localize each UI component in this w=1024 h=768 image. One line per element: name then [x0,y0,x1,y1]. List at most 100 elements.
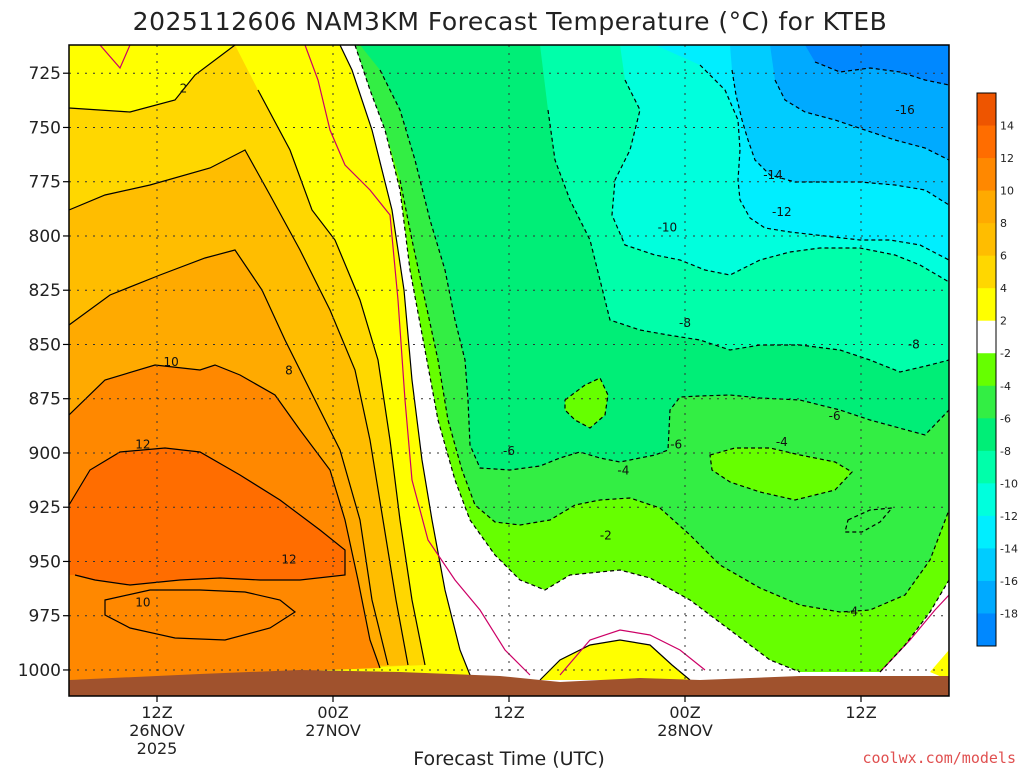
colorbar-swatch [977,450,996,484]
contour-10 [69,364,381,669]
contour-label: 12 [135,437,150,451]
x-tick-label: 00Z [317,703,348,722]
y-tick-label: 725 [29,64,61,84]
y-tick-label: 925 [29,498,61,518]
colorbar-swatch [977,613,996,647]
colorbar-swatch [977,223,996,257]
surface-terrain [69,670,949,696]
colorbar-swatch [977,255,996,289]
colorbar-tick-label: -10 [1000,477,1018,490]
colorbar-tick-label: 6 [1000,250,1007,263]
colorbar-tick-label: 12 [1000,152,1014,165]
y-tick-label: 775 [29,173,61,193]
contour-label: -6 [670,437,682,451]
y-tick-label: 825 [29,281,61,301]
contour-4 [69,45,426,666]
band-2-to-4-surface-pocket [540,640,690,680]
contour-minus4 [399,179,949,613]
contour-label: -6 [829,409,841,423]
contour-label: 10 [163,355,178,369]
y-tick-label: 850 [29,335,61,355]
contour-pocket-left [564,377,609,429]
contour-labels: 2 10 8 12 12 10 -6 -6 -4 -2 -4 -4 -6 -8 -8 -10 -12 -14 -16 [135,81,920,618]
x-tick-label: 27NOV [305,721,361,740]
x-tick-label: 12Z [845,703,876,722]
y-tick-label: 800 [29,227,61,247]
contour-minus16 [774,79,949,161]
colorbar-tick-label: 10 [1000,185,1014,198]
colorbar-tick-label: -8 [1000,445,1011,458]
band-12-to-14 [69,448,345,585]
colorbar-swatch [977,353,996,387]
x-tick-label: 00Z [669,703,700,722]
colorbar: 14 12 10 8 6 4 2 -2 -4 -6 -8 -10 -12 -14 -16 -18 [976,92,1018,647]
contour-minus2 [354,45,949,673]
contour-label: 10 [135,596,150,610]
contour-2-surface [539,639,691,681]
contour-label: 12 [281,552,296,566]
contour-8 [69,249,389,666]
contour-minus10 [611,79,949,283]
colorbar-tick-label: -18 [1000,607,1018,620]
colorbar-tick-label: -12 [1000,510,1018,523]
contour-6 [69,149,409,666]
x-axis-label: Forecast Time (UTC) [413,748,604,768]
colorbar-tick-label: 14 [1000,120,1014,133]
band-minus4-to-minus6-pocket [845,508,892,532]
colorbar-swatch [977,483,996,517]
band-minus18-to-minus20 [805,45,949,85]
contour-label: -4 [846,604,858,618]
y-tick-label: 750 [29,118,61,138]
contour-pocket-small [844,507,894,533]
y-tick-label: 1000 [18,661,61,681]
contour-minus6 [379,69,949,471]
band-minus2-to-minus4-pocket-left [565,378,608,428]
plot-area: 2 10 8 12 12 10 -6 -6 -4 -2 -4 -4 -6 -8 -8 -10 -12 -14 -16 [69,45,949,696]
contour-lines [69,45,949,681]
contour-label: -8 [679,316,691,330]
contour-label: -10 [658,220,678,234]
chart-title: 2025112606 NAM3KM Forecast Temperature (… [133,7,888,36]
y-tick-label: 900 [29,444,61,464]
x-tick-label: 12Z [493,703,524,722]
colorbar-swatch [977,320,996,354]
x-tick-label: 26NOV [129,721,185,740]
colorbar-tick-label: -6 [1000,412,1011,425]
colorbar-tick-label: -14 [1000,542,1018,555]
contour-label: 8 [285,364,293,378]
contour-12 [69,447,346,586]
y-tick-label: 950 [29,552,61,572]
band-minus2-to-minus4-pocket-right [710,448,852,500]
credit-text: coolwx.com/models [862,749,1016,767]
colorbar-swatch [977,93,996,127]
colorbar-swatch [977,288,996,322]
colorbar-swatch [977,158,996,192]
colorbar-tick-label: -2 [1000,347,1011,360]
colorbar-swatch [977,385,996,419]
contour-2 [339,45,473,681]
x-tick-label: 28NOV [657,721,713,740]
contour-label: -12 [772,205,792,219]
contour-label: -4 [617,463,629,477]
x-tick-label: 12Z [141,703,172,722]
contour-minus8 [547,109,949,373]
contour-label: 2 [180,81,188,95]
colorbar-tick-label: 8 [1000,217,1007,230]
gridlines [69,45,949,696]
colorbar-swatch [977,580,996,614]
y-tick-label: 875 [29,390,61,410]
colorbar-swatch [977,125,996,159]
y-tick-label: 975 [29,607,61,627]
colorbar-tick-label: -4 [1000,380,1011,393]
colorbar-tick-label: 4 [1000,282,1007,295]
contour-label: -4 [776,435,788,449]
band-10-to-12-lower [105,590,295,640]
colorbar-frame [976,92,997,647]
contour-label: -14 [763,168,783,182]
x-tick-label: 2025 [137,739,178,758]
contour-minus18 [814,61,949,86]
colorbar-swatch [977,515,996,549]
colorbar-swatch [977,418,996,452]
